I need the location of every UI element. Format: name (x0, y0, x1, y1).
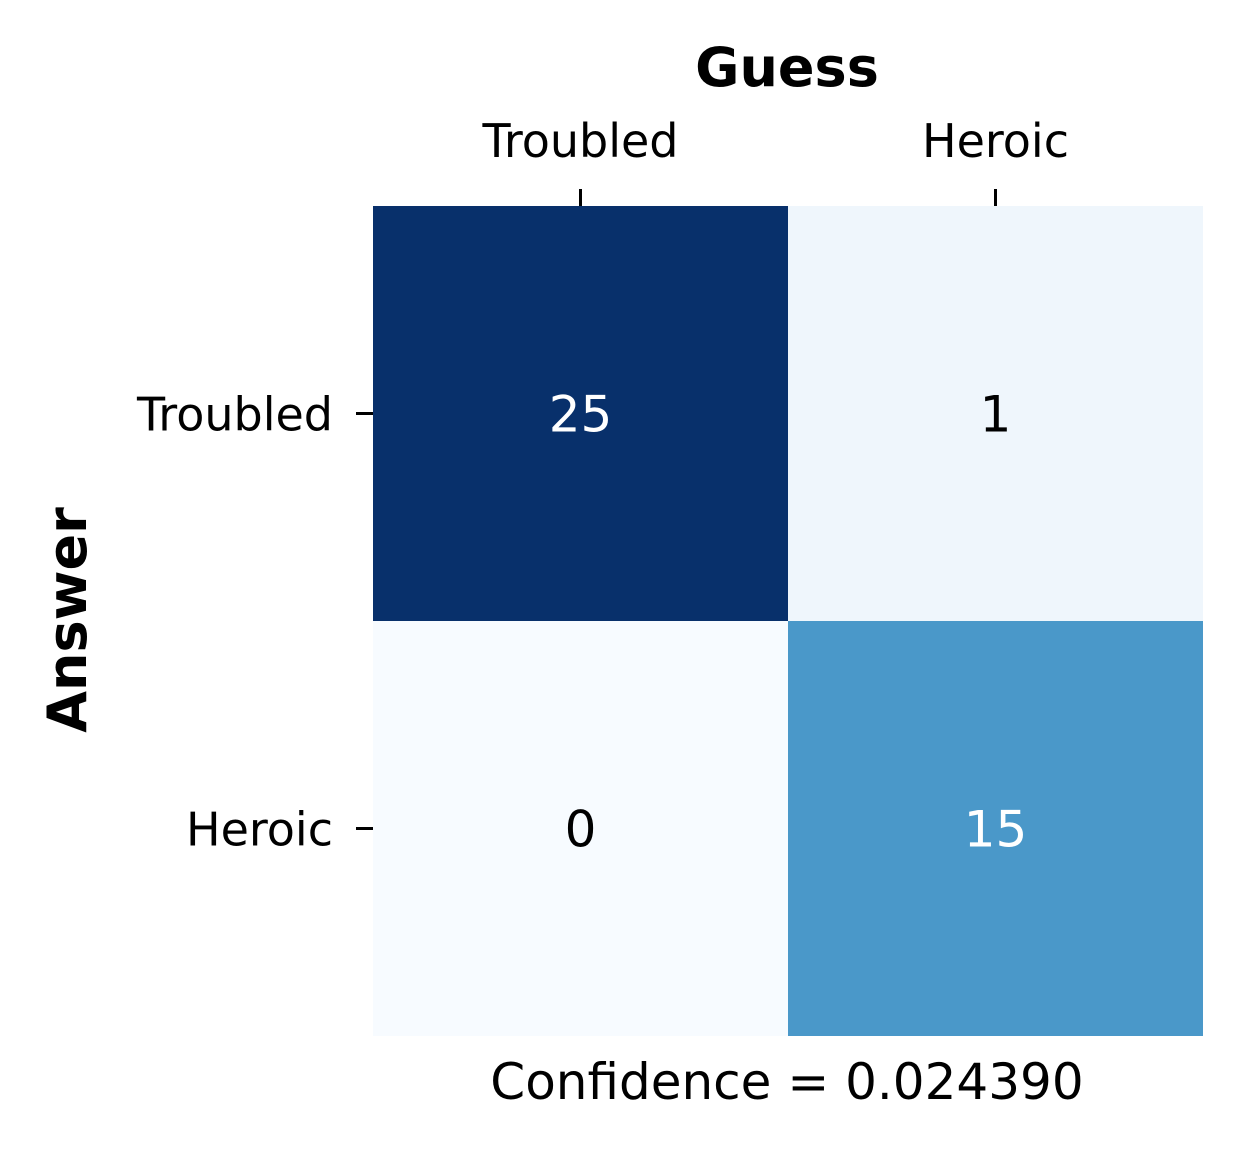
cell-value-r1-c1: 15 (964, 801, 1028, 859)
confidence-label: Confidence = 0.024390 (490, 1053, 1083, 1111)
heatmap-cell-labels: 25 1 0 15 (549, 386, 1028, 859)
x-axis-title: Guess (695, 36, 879, 99)
heatmap-cell-r1-c0 (373, 621, 788, 1036)
y-tick-label-0: Troubled (136, 388, 333, 442)
cell-value-r1-c0: 0 (565, 801, 597, 859)
heatmap-cell-r0-c1 (788, 206, 1203, 621)
x-tick-label-1: Heroic (922, 114, 1069, 168)
cell-value-r0-c0: 25 (549, 386, 613, 444)
y-axis-ticks: Troubled Heroic (136, 388, 373, 857)
y-axis-title: Answer (36, 507, 99, 733)
x-tick-label-0: Troubled (481, 114, 678, 168)
heatmap-cell-r0-c0 (373, 206, 788, 621)
cell-value-r0-c1: 1 (980, 386, 1012, 444)
heatmap-cell-r1-c1 (788, 621, 1203, 1036)
y-tick-label-1: Heroic (186, 803, 333, 857)
heatmap-cells (373, 206, 1203, 1036)
x-axis-ticks: Troubled Heroic (481, 114, 1069, 206)
